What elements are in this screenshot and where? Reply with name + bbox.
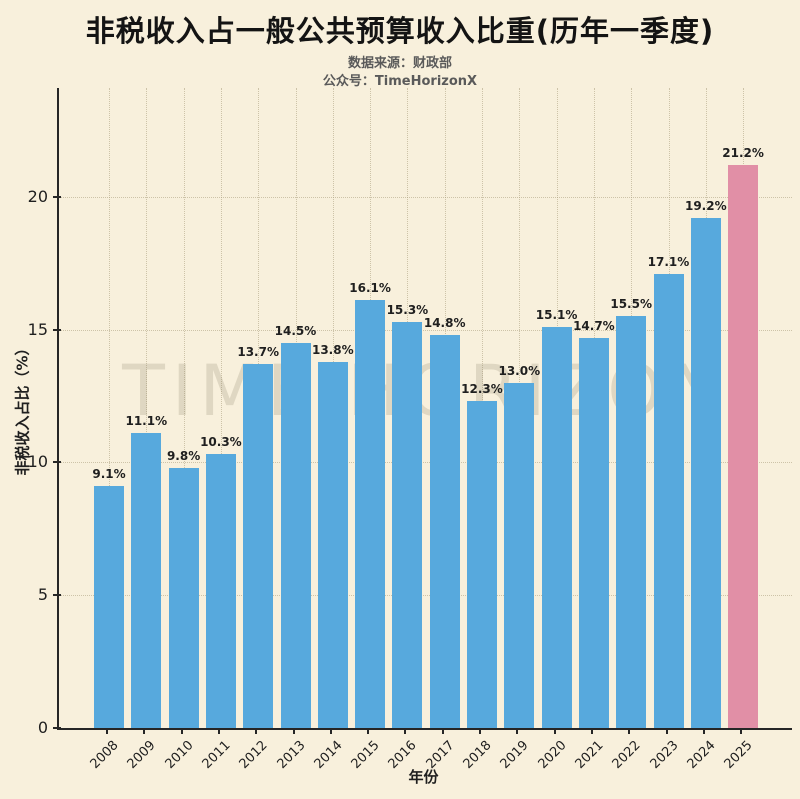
bar-value-label: 15.1% [535, 308, 578, 322]
x-tick-mark [628, 730, 631, 734]
bar-2011 [205, 454, 236, 728]
v-gridline [183, 88, 185, 728]
bar-2015 [355, 300, 386, 728]
y-tick-label: 10 [27, 452, 48, 472]
bar-value-label: 21.2% [722, 146, 764, 160]
y-tick-mark [53, 594, 61, 597]
x-tick-mark [553, 730, 556, 734]
bar-2025 [728, 165, 759, 728]
bar-value-label: 10.3% [200, 435, 242, 450]
bar-2008 [94, 486, 124, 728]
y-tick-mark [53, 195, 61, 198]
x-tick-mark [329, 730, 332, 734]
data-source-subtitle: 数据来源：财政部 [347, 56, 452, 71]
x-tick-mark [740, 730, 743, 734]
x-tick-mark [479, 730, 481, 734]
x-tick-mark [665, 730, 668, 734]
bar-2021 [578, 337, 609, 728]
bar-2023 [653, 273, 684, 728]
h-gridline [59, 462, 792, 464]
bar-value-label: 14.7% [573, 318, 615, 333]
x-tick-mark [367, 730, 370, 734]
v-gridline [146, 88, 148, 728]
bar-value-label: 17.1% [647, 254, 690, 269]
bar-2010 [168, 467, 199, 728]
bar-value-label: 15.5% [610, 297, 652, 312]
x-tick-mark [143, 730, 146, 734]
y-tick-label: 20 [27, 186, 48, 206]
bar-2022 [616, 316, 647, 728]
x-tick-mark [180, 730, 183, 734]
x-tick-mark [516, 730, 519, 734]
bar-2012 [243, 364, 274, 728]
x-tick-mark [217, 730, 220, 734]
bar-value-label: 14.8% [423, 315, 466, 330]
bar-2019 [504, 382, 535, 728]
bar-value-label: 11.1% [125, 414, 168, 429]
bar-2017 [429, 334, 460, 728]
wechat-account-subtitle: 公众号：TimeHorizonX [322, 74, 478, 89]
x-tick-mark [590, 730, 593, 734]
bar-value-label: 16.1% [349, 281, 391, 296]
bar-value-label: 13.0% [498, 363, 541, 378]
bar-2020 [541, 327, 572, 728]
bar-2009 [131, 433, 162, 728]
v-gridline [220, 88, 222, 728]
x-axis-label: 年份 [408, 768, 439, 786]
bar-2013 [280, 342, 311, 728]
x-tick-mark [255, 730, 258, 734]
x-tick-mark [292, 730, 295, 734]
h-gridline [59, 595, 792, 597]
y-tick-label: 0 [37, 718, 48, 737]
y-tick-mark [53, 727, 61, 729]
bar-value-label: 14.5% [274, 323, 317, 338]
chart-title: 非税收入占一般公共预算收入比重(历年一季度) [85, 14, 715, 48]
v-gridline [109, 88, 110, 728]
bar-value-label: 13.7% [237, 345, 279, 360]
h-gridline [59, 329, 792, 331]
bar-2016 [392, 321, 423, 728]
x-tick-mark [702, 730, 705, 734]
bar-value-label: 15.3% [386, 302, 429, 317]
y-tick-mark [53, 328, 61, 331]
x-tick-mark [106, 730, 108, 734]
bar-2014 [317, 361, 348, 728]
bar-2024 [690, 218, 721, 728]
bar-2018 [467, 401, 497, 728]
x-tick-mark [441, 730, 444, 734]
h-gridline [59, 196, 792, 198]
bar-value-label: 9.8% [166, 448, 201, 463]
bar-value-label: 9.1% [92, 467, 126, 482]
plot-area: TIME HORIZON 9.1% 11.1% 9.8% 10.3% 13.7% 14.5… [57, 88, 792, 730]
y-tick-label: 5 [37, 585, 48, 605]
y-tick-mark [53, 461, 61, 464]
x-tick-mark [404, 730, 407, 734]
y-tick-label: 15 [27, 319, 48, 339]
bar-value-label: 19.2% [684, 199, 727, 214]
bar-value-label: 12.3% [461, 382, 503, 397]
bar-value-label: 13.8% [311, 342, 354, 357]
